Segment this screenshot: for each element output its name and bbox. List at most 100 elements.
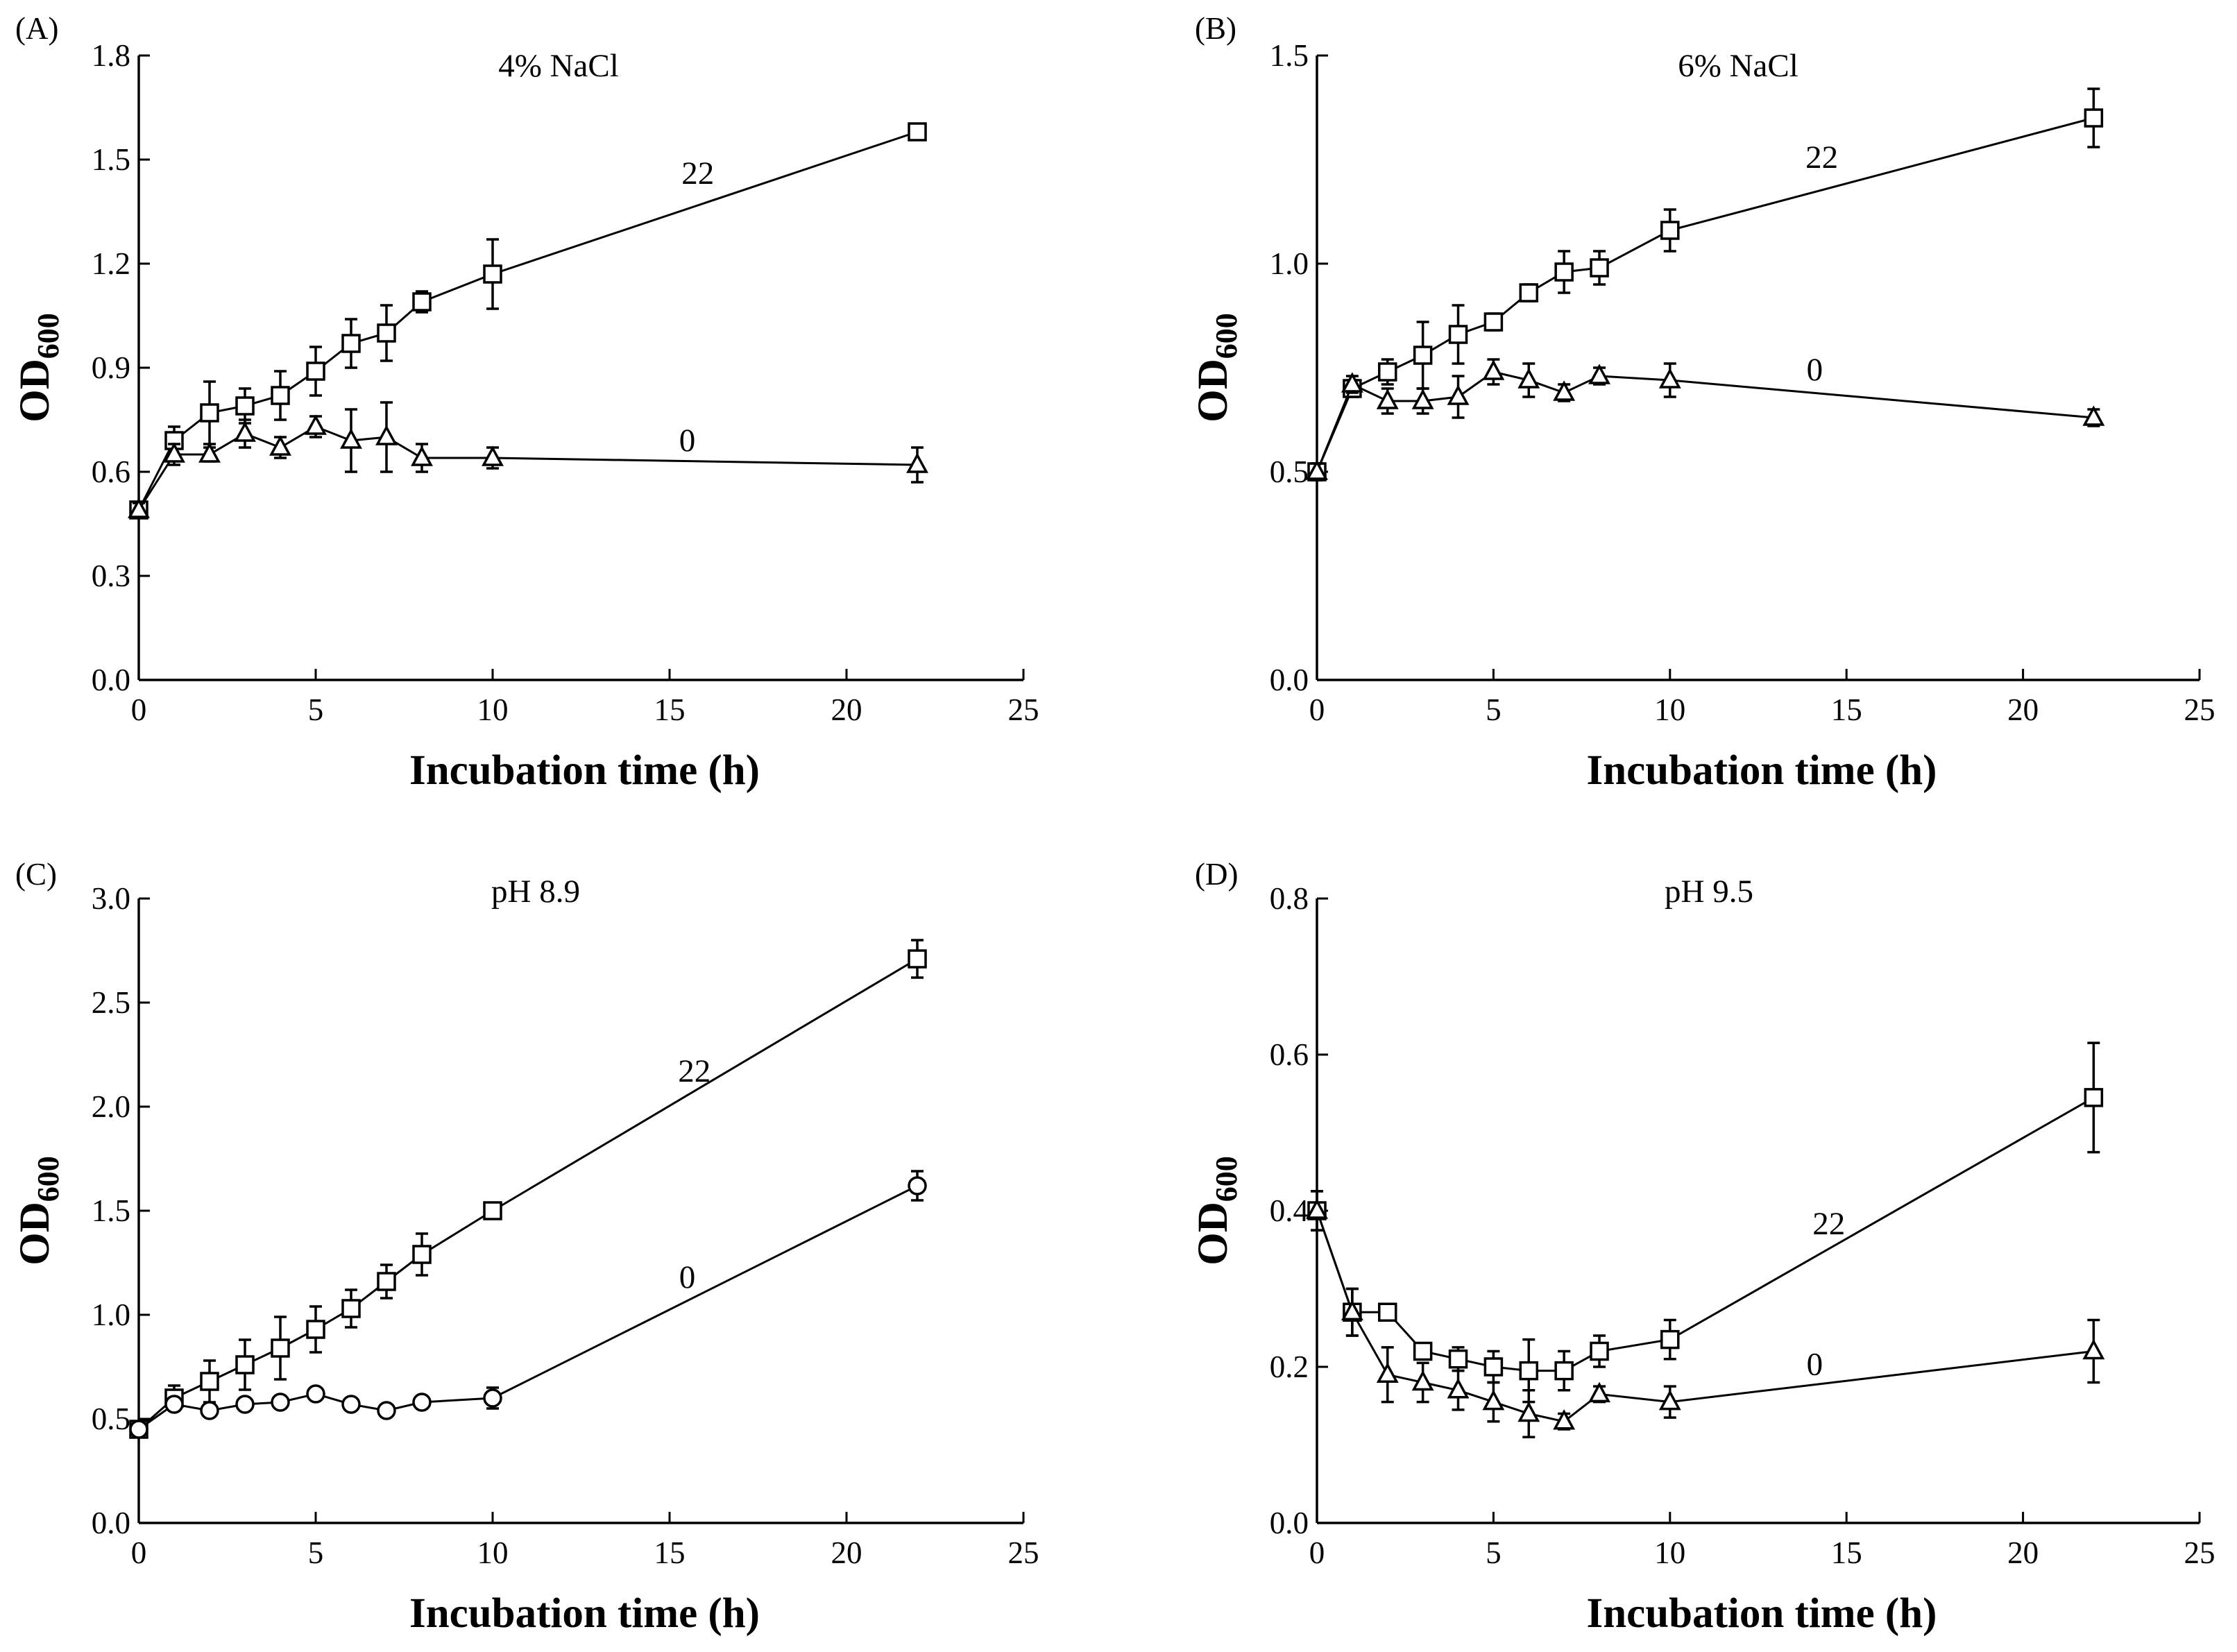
series-0: 0 xyxy=(128,401,928,518)
data-point xyxy=(200,403,219,423)
y-axis-title-subscript: 600 xyxy=(1209,1156,1243,1202)
y-axis-title: OD600 xyxy=(12,1156,65,1266)
panel-title: pH 8.9 xyxy=(491,874,580,910)
data-point xyxy=(1590,1341,1609,1361)
data-point xyxy=(341,1395,361,1414)
data-point xyxy=(1482,1389,1505,1411)
series-0: 0 xyxy=(1306,1190,2105,1438)
y-axis-title: OD600 xyxy=(1190,1156,1243,1266)
panel-c: (C) pH 8.9 0.0 0.5 1.0 1.5 2.0 2.5 3.0 0 5 10 15 20… xyxy=(12,857,1039,1637)
data-point xyxy=(2082,1338,2105,1360)
x-tick-label: 15 xyxy=(1831,692,1862,727)
data-point xyxy=(271,1338,290,1358)
data-point xyxy=(341,334,361,353)
panel-b: (B) 6% NaCl 0.0 0.5 1.0 1.5 0 5 10 15 20 25 Incuba… xyxy=(1190,11,2215,794)
series-0: 0 xyxy=(1306,352,2105,482)
data-point xyxy=(377,323,396,343)
data-point xyxy=(1590,258,1609,278)
x-tick-label: 0 xyxy=(131,692,147,727)
x-tick-label: 5 xyxy=(1486,1535,1502,1570)
data-point xyxy=(234,421,256,442)
data-point xyxy=(377,1272,396,1291)
data-point xyxy=(412,1245,432,1264)
data-point xyxy=(375,425,398,445)
x-tick-label: 0 xyxy=(1309,1535,1325,1570)
panel-label: (A) xyxy=(15,11,58,46)
data-point xyxy=(1483,312,1504,332)
x-tick-label: 10 xyxy=(1654,692,1685,727)
data-point xyxy=(2084,1088,2104,1107)
y-tick-label: 1.5 xyxy=(92,142,130,177)
data-point xyxy=(1306,1198,1328,1219)
y-tick-label: 0.0 xyxy=(92,663,130,697)
data-point xyxy=(164,1395,184,1414)
data-point xyxy=(1554,1361,1574,1381)
data-point xyxy=(1411,389,1434,409)
series-line xyxy=(138,957,918,1431)
series-label: 22 xyxy=(678,1053,711,1089)
data-point xyxy=(2084,108,2104,128)
data-point xyxy=(1411,1370,1434,1391)
data-point xyxy=(235,396,255,416)
data-point xyxy=(1660,221,1680,240)
data-point xyxy=(341,1299,361,1318)
y-tick-label: 0.0 xyxy=(1270,663,1309,697)
x-tick-label: 25 xyxy=(1008,1535,1039,1570)
data-point xyxy=(1341,372,1363,393)
data-point xyxy=(483,1201,502,1220)
data-point xyxy=(271,386,290,405)
data-point xyxy=(906,452,928,473)
panel-label: (B) xyxy=(1195,11,1236,46)
y-tick-label: 0.4 xyxy=(1270,1193,1309,1228)
data-point xyxy=(1378,362,1397,382)
series-22: 22 xyxy=(129,939,927,1439)
x-tick-label: 25 xyxy=(2184,692,2215,727)
data-point xyxy=(411,445,433,466)
data-point xyxy=(235,1395,255,1414)
y-tick-label: 0.9 xyxy=(92,350,130,385)
y-tick-label: 1.5 xyxy=(92,1193,130,1228)
series-0: 0 xyxy=(129,1170,927,1439)
y-axis-title-main: OD xyxy=(12,1202,58,1266)
data-point xyxy=(1447,384,1470,405)
data-point xyxy=(1658,1389,1681,1411)
data-point xyxy=(1588,1381,1610,1403)
panel-label: (D) xyxy=(1195,857,1238,892)
series-label: 22 xyxy=(1812,1206,1845,1242)
series-22: 22 xyxy=(1307,87,2104,482)
y-tick-label: 1.0 xyxy=(1270,246,1309,281)
y-tick-label: 1.0 xyxy=(92,1297,130,1332)
x-tick-label: 15 xyxy=(654,1535,686,1570)
y-tick-label: 3.0 xyxy=(92,881,130,916)
data-point xyxy=(1378,1302,1397,1322)
data-point xyxy=(483,264,502,284)
data-point xyxy=(412,1393,432,1412)
y-tick-label: 2.5 xyxy=(92,985,130,1020)
data-point xyxy=(1447,1378,1470,1399)
data-point xyxy=(235,1355,255,1374)
x-tick-label: 10 xyxy=(477,1535,509,1570)
data-point xyxy=(1553,1409,1576,1430)
data-point xyxy=(908,949,927,969)
panel-label: (C) xyxy=(15,857,57,892)
series-label: 0 xyxy=(1807,1346,1823,1382)
y-axis-title-subscript: 600 xyxy=(1209,313,1243,359)
series-line xyxy=(1316,1096,2095,1372)
x-tick-label: 25 xyxy=(1008,692,1039,727)
data-point xyxy=(908,1176,927,1195)
y-tick-label: 0.0 xyxy=(92,1506,130,1540)
x-axis-title: Incubation time (h) xyxy=(1587,747,1937,794)
x-tick-label: 15 xyxy=(1831,1535,1862,1570)
x-tick-label: 5 xyxy=(308,1535,324,1570)
x-tick-label: 0 xyxy=(131,1535,147,1570)
series-line xyxy=(1316,371,2094,472)
y-tick-label: 0.3 xyxy=(92,559,130,593)
data-point xyxy=(198,442,221,463)
x-tick-label: 10 xyxy=(1654,1535,1685,1570)
data-point xyxy=(306,1320,325,1339)
data-point xyxy=(1306,459,1328,480)
data-point xyxy=(482,445,504,466)
x-tick-label: 20 xyxy=(831,1535,862,1570)
data-point xyxy=(1482,359,1505,380)
